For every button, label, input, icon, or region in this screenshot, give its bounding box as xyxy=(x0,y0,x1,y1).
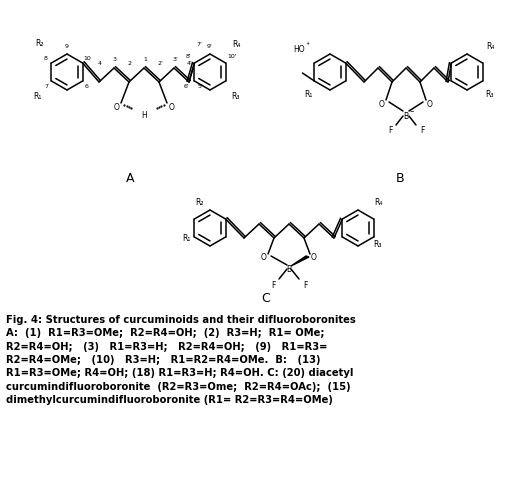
Text: 6': 6' xyxy=(184,83,190,88)
Text: 6: 6 xyxy=(85,83,89,88)
Text: 10': 10' xyxy=(227,54,237,58)
Text: 9': 9' xyxy=(207,44,213,49)
Text: R₃: R₃ xyxy=(486,89,494,99)
Text: 7: 7 xyxy=(44,83,48,88)
Text: HO: HO xyxy=(293,45,305,54)
Text: F: F xyxy=(388,126,392,135)
Text: Fig. 4: Structures of curcuminoids and their difluoroboronites
A:  (1)  R1=R3=OM: Fig. 4: Structures of curcuminoids and t… xyxy=(6,315,356,405)
Text: 10: 10 xyxy=(83,55,91,60)
Text: O: O xyxy=(169,103,175,111)
Text: R₃: R₃ xyxy=(232,91,240,101)
Text: +: + xyxy=(306,40,310,46)
Text: F: F xyxy=(271,280,275,290)
Text: 7': 7' xyxy=(196,42,202,47)
Text: O: O xyxy=(114,103,120,111)
Text: O: O xyxy=(311,253,317,263)
Text: H: H xyxy=(141,110,147,119)
Text: 9: 9 xyxy=(65,44,69,49)
Text: R₄: R₄ xyxy=(232,39,240,49)
Text: O: O xyxy=(427,100,433,109)
Text: A: A xyxy=(126,171,134,185)
Text: F: F xyxy=(420,126,424,135)
Text: R₄: R₄ xyxy=(486,42,494,51)
Text: R₁: R₁ xyxy=(182,234,190,243)
Text: 8: 8 xyxy=(44,55,48,60)
Text: 3': 3' xyxy=(172,56,178,61)
Text: B: B xyxy=(286,266,292,274)
Text: 2: 2 xyxy=(128,60,132,65)
Text: R₁: R₁ xyxy=(33,91,41,101)
Text: 3: 3 xyxy=(113,56,117,61)
Text: −: − xyxy=(410,109,414,113)
Text: 5': 5' xyxy=(197,83,203,88)
Text: 4: 4 xyxy=(98,60,102,65)
Text: O: O xyxy=(379,100,385,109)
Text: R₂: R₂ xyxy=(196,197,204,207)
Text: B: B xyxy=(403,111,409,120)
Text: 8': 8' xyxy=(185,54,191,58)
Text: R₃: R₃ xyxy=(374,240,383,248)
Text: B: B xyxy=(396,171,404,185)
Text: C: C xyxy=(262,292,270,304)
Text: 1: 1 xyxy=(143,56,147,61)
Text: 4': 4' xyxy=(187,60,193,65)
Polygon shape xyxy=(291,256,309,266)
Text: F: F xyxy=(303,280,307,290)
Text: R₄: R₄ xyxy=(374,197,382,207)
Text: R₂: R₂ xyxy=(36,38,44,48)
Text: O: O xyxy=(261,253,267,263)
Text: 2': 2' xyxy=(157,60,163,65)
Text: R₁: R₁ xyxy=(304,89,312,99)
